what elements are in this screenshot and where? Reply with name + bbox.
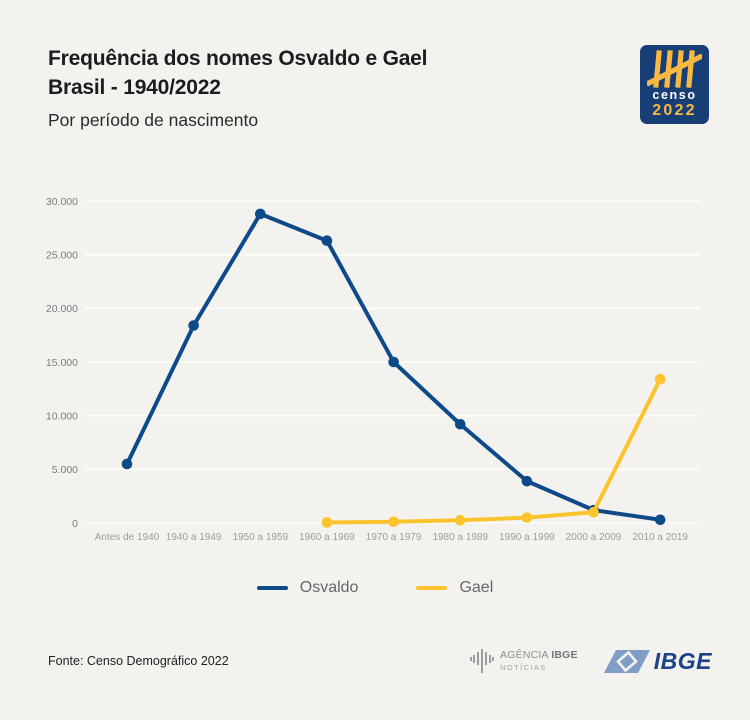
data-point-gael — [521, 512, 533, 523]
censo-logo-word: censo — [652, 88, 697, 102]
x-tick-label: 1990 a 1999 — [499, 532, 555, 543]
legend-label-gael: Gael — [459, 579, 494, 596]
y-tick-label: 30.000 — [46, 196, 78, 208]
osvaldo-line-swatch — [256, 586, 288, 590]
legend-item-osvaldo: Osvaldo — [256, 579, 359, 597]
ibge-diamond-icon — [603, 650, 650, 673]
legend-label-osvaldo: Osvaldo — [299, 579, 359, 596]
header: Frequência dos nomes Osvaldo e Gael Bras… — [48, 44, 427, 131]
agencia-ibge-noticias-logo: AGÊNCIA IBGE NOTÍCIAS — [470, 648, 578, 674]
data-point-osvaldo — [454, 418, 466, 430]
footer-logos: AGÊNCIA IBGE NOTÍCIAS IBGE — [470, 646, 712, 676]
data-point-osvaldo — [321, 235, 333, 247]
page-subtitle: Por período de nascimento — [48, 110, 259, 130]
y-tick-label: 25.000 — [46, 249, 78, 261]
footer: Fonte: Censo Demográfico 2022 AGÊNCIA — [48, 638, 712, 684]
series-line-gael — [326, 378, 662, 525]
data-point-gael — [454, 514, 466, 526]
x-tick-label: Antes de 1940 — [95, 532, 160, 543]
chart-legend: Osvaldo Gael — [0, 577, 750, 599]
agencia-text: AGÊNCIA IBGE NOTÍCIAS — [500, 648, 578, 673]
censo-logo-year: 2022 — [652, 102, 697, 119]
data-point-gael — [654, 373, 666, 385]
y-tick-label: 10.000 — [46, 410, 78, 422]
x-tick-label: 1950 a 1959 — [232, 532, 288, 543]
data-point-gael — [388, 516, 399, 528]
x-tick-label: 1940 a 1949 — [166, 532, 222, 543]
agencia-subtitle: NOTÍCIAS — [500, 662, 547, 672]
x-tick-label: 1980 a 1989 — [432, 532, 488, 543]
data-point-osvaldo — [254, 208, 266, 220]
title-line-2: Brasil - 1940/2022 — [48, 76, 221, 99]
legend-item-gael: Gael — [416, 579, 493, 597]
data-point-osvaldo — [654, 514, 666, 526]
agencia-title: AGÊNCIA IBGE — [500, 648, 578, 661]
y-tick-label: 20.000 — [46, 303, 78, 315]
data-point-osvaldo — [188, 320, 199, 331]
y-tick-label: 15.000 — [46, 357, 78, 369]
y-tick-label: 5.000 — [52, 464, 78, 476]
ibge-wordmark: IBGE — [653, 647, 712, 674]
line-chart: 0 5.000 10.000 15.000 20.000 25.000 30.000 Ante… — [46, 196, 700, 543]
x-tick-label: 1970 a 1979 — [366, 532, 422, 543]
ibge-logo: IBGE — [603, 646, 712, 676]
page-title: Frequência dos nomes Osvaldo e Gael Bras… — [48, 44, 427, 102]
data-point-gael — [321, 517, 333, 528]
agencia-tree-icon — [470, 649, 495, 673]
tally-marks-icon — [647, 50, 702, 88]
data-point-osvaldo — [388, 356, 399, 368]
censo-2022-logo: censo 2022 — [640, 45, 709, 124]
y-tick-label: 0 — [72, 518, 78, 530]
data-point-osvaldo — [121, 458, 133, 470]
gael-line-swatch — [416, 586, 448, 590]
source-note: Fonte: Censo Demográfico 2022 — [48, 654, 229, 668]
title-line-1: Frequência dos nomes Osvaldo e Gael — [48, 47, 428, 70]
x-tick-label: 1960 a 1969 — [299, 532, 355, 543]
data-point-gael — [588, 506, 599, 518]
x-tick-label: 2000 a 2009 — [566, 532, 622, 543]
data-point-osvaldo — [521, 475, 533, 487]
x-tick-label: 2010 a 2019 — [632, 532, 688, 543]
